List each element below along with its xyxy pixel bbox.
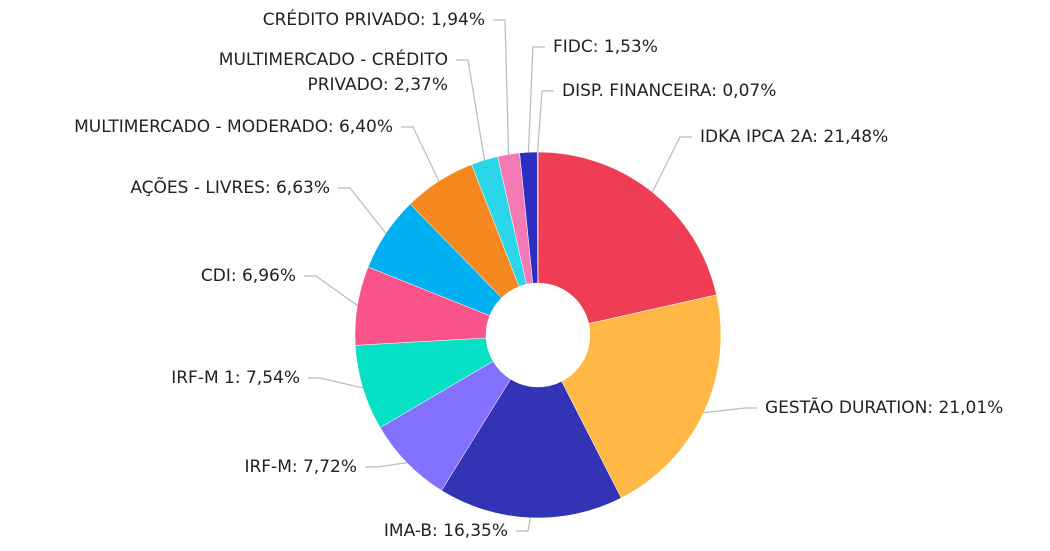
slice (441, 378, 622, 519)
leader-line (338, 187, 387, 234)
leader-line (304, 275, 358, 306)
data-label: AÇÕES - LIVRES: 6,63% (130, 178, 330, 198)
leader-line (456, 59, 486, 161)
data-label: IDKA IPCA 2A: 21,48% (700, 127, 889, 147)
data-label: FIDC: 1,53% (553, 37, 658, 57)
data-label: MULTIMERCADO - MODERADO: 6,40% (74, 117, 393, 137)
data-label: CRÉDITO PRIVADO: 1,94% (262, 10, 485, 30)
slice (536, 151, 539, 284)
leader-line (365, 462, 408, 468)
leader-line (703, 407, 757, 414)
data-label: DISP. FINANCEIRA: 0,07% (562, 81, 777, 101)
leader-line (536, 90, 554, 153)
data-label: MULTIMERCADO - CRÉDITO PRIVADO: 2,37% (218, 50, 448, 95)
leader-line (516, 517, 531, 532)
data-label: GESTÃO DURATION: 21,01% (765, 398, 1004, 418)
data-label: IMA-B: 16,35% (383, 521, 508, 541)
leader-line (527, 46, 545, 153)
leader-line (651, 136, 692, 193)
data-label: IRF-M: 7,72% (244, 457, 357, 477)
leader-line (308, 377, 363, 389)
slice (561, 294, 722, 499)
leader-line (401, 126, 440, 182)
data-label: IRF-M 1: 7,54% (171, 368, 300, 388)
slice (537, 151, 717, 324)
data-label: CDI: 6,96% (200, 266, 296, 286)
leader-line (493, 19, 510, 155)
